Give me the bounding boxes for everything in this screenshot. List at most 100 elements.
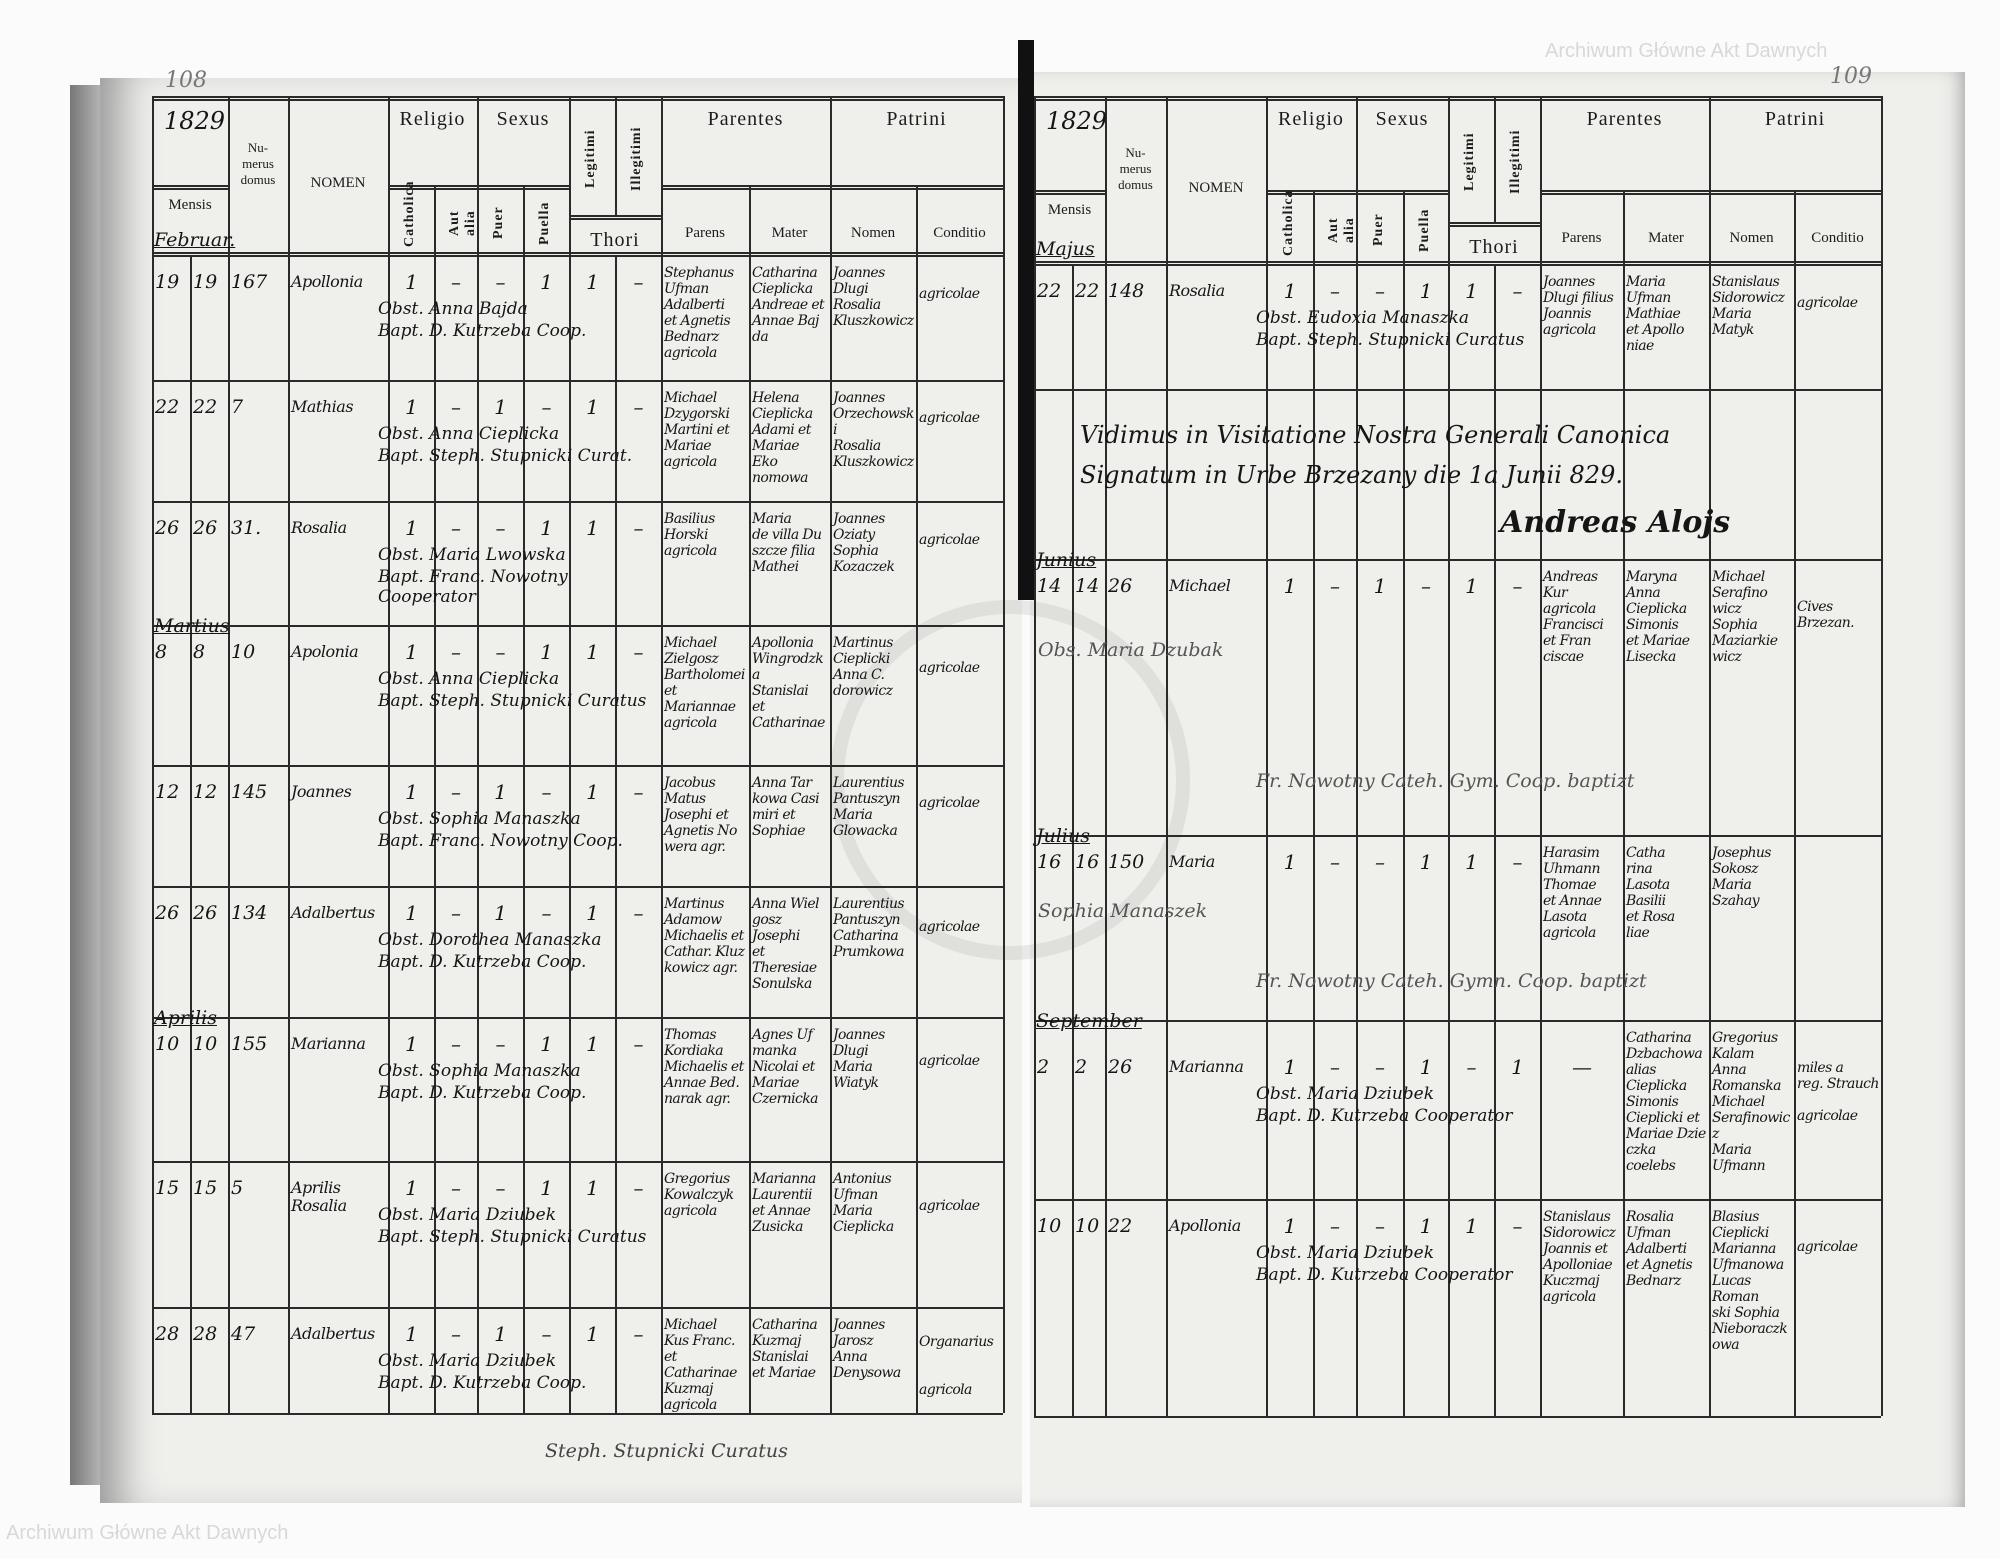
- cell-patrini-nomen: Joannes Dlugi Maria Wiatyk: [833, 1027, 885, 1091]
- header-patrini-nomen: Nomen: [850, 225, 896, 241]
- baptizans-note: Bapt. Steph. Stupnicki Curatus: [1256, 330, 1525, 350]
- cell-puer: 1: [494, 901, 507, 925]
- cell-day-birth: 14: [1037, 575, 1062, 597]
- obstetrix-note: Obst. Anna Cieplicka: [378, 424, 560, 444]
- row-rule: [1034, 1416, 1881, 1418]
- obstetrix-note: Obst. Anna Bajda: [378, 299, 528, 319]
- cell-parens: Thomas Kordiaka Michaelis et Annae Bed. …: [664, 1027, 744, 1107]
- cell-name: Maria: [1169, 852, 1215, 871]
- header-mensis: Mensis: [168, 197, 212, 213]
- cell-day-birth: 8: [155, 641, 168, 663]
- column-rule: [1166, 96, 1168, 1416]
- header-puer: Puer: [491, 206, 506, 240]
- cell-puella: –: [541, 1322, 552, 1346]
- cell-catholica: 1: [405, 1032, 418, 1056]
- cell-aut-alia: –: [451, 1176, 461, 1200]
- row-rule: [152, 380, 1003, 382]
- cell-puella: –: [1421, 574, 1431, 598]
- baptism-notes: Obst. Maria Dziubek Bapt. D. Kutrzeba Coo…: [378, 1351, 655, 1393]
- cell-puer: 1: [494, 1322, 507, 1346]
- column-rule: [1266, 96, 1268, 1416]
- header-parentes: Parentes: [1586, 108, 1663, 130]
- cell-legitimi: 1: [586, 516, 599, 540]
- column-rule: [1794, 190, 1796, 1416]
- book-spine: [1018, 40, 1034, 600]
- cell-illegitimi: –: [633, 516, 644, 540]
- obstetrix-note: Obst. Maria Dziubek: [1256, 1084, 1435, 1104]
- baptism-notes: Obst. Sophia Manaszka Bapt. Franc. Nowotn…: [378, 809, 655, 851]
- cell-catholica: 1: [1283, 1055, 1297, 1079]
- header-parens: Parens: [1561, 230, 1602, 246]
- cell-legitimi: 1: [1465, 574, 1478, 598]
- column-rule: [228, 96, 230, 1413]
- cell-illegitimi: 1: [1511, 1055, 1524, 1079]
- obstetrix-note: Obst. Maria Dziubek: [1256, 1243, 1435, 1263]
- year-label: 1829: [1046, 107, 1108, 135]
- cell-catholica: 1: [405, 901, 418, 925]
- obstetrix-note: Obst. Maria Dziubek: [378, 1205, 557, 1225]
- baptizans-note: Bapt. D. Kutrzeba Coop.: [378, 321, 587, 341]
- baptizans-note: Bapt. Steph. Stupnicki Curat.: [378, 446, 633, 466]
- header-sexus: Sexus: [496, 108, 550, 130]
- header-sexus: Sexus: [1375, 108, 1429, 130]
- cell-illegitimi: –: [1512, 279, 1523, 303]
- column-rule: [190, 255, 192, 1413]
- thori-rule: [1448, 222, 1540, 227]
- header-mater: Mater: [771, 225, 808, 241]
- cell-house: 167: [231, 271, 268, 293]
- row-rule: [152, 1161, 1003, 1163]
- cell-mater: Catharina Cieplicka Andreae et Annae Baj…: [752, 265, 825, 345]
- cell-mater: Helena Cieplicka Adami et Mariae Eko nom…: [752, 390, 813, 486]
- cell-mater: Anna Tar kowa Casi miri et Sophiae: [752, 775, 820, 839]
- baptism-notes: Obst. Maria Dziubek Bapt. D. Kutrzeba Coo…: [1256, 1243, 1534, 1285]
- header-illegitimi: Illegitimi: [1508, 129, 1523, 195]
- table-top-rule: [152, 96, 1003, 101]
- cell-mater: Maryna Anna Cieplicka Simonis et Mariae …: [1626, 569, 1690, 665]
- cell-aut-alia: –: [451, 1032, 461, 1056]
- header-legitimi: Legitimi: [1462, 132, 1477, 192]
- cell-catholica: 1: [405, 516, 418, 540]
- baptism-notes: Obst. Anna Cieplicka Bapt. Steph. Stupnic…: [378, 669, 655, 711]
- baptizans-note: Fr. Nowotny Cateh. Gym. Coop. baptizt: [1256, 770, 1635, 792]
- header-parens: Parens: [685, 225, 725, 241]
- cell-parens: Michael Kus Franc. et Catharinae Kuzmaj …: [664, 1317, 737, 1413]
- cell-mater: Maria de villa Du szcze filia Mathei: [752, 511, 822, 575]
- baptizans-note: Fr. Nowotny Cateh. Gymn. Coop. baptizt: [1256, 970, 1647, 992]
- cell-house: 155: [231, 1033, 268, 1055]
- cell-puella: –: [541, 780, 552, 804]
- cell-illegitimi: –: [1512, 1214, 1523, 1238]
- column-rule: [1072, 264, 1074, 1416]
- cell-mater: Agnes Uf manka Nicolai et Mariae Czernic…: [752, 1027, 818, 1107]
- header-puella: Puella: [1416, 208, 1432, 252]
- cell-day-baptism: 26: [193, 517, 218, 539]
- cell-puer: –: [495, 516, 506, 540]
- cell-parens: Stanislaus Sidorowicz Joannis et Apollon…: [1543, 1209, 1616, 1305]
- cell-aut-alia: –: [1330, 279, 1340, 303]
- cell-mater: Marianna Laurentii et Annae Zusicka: [752, 1171, 816, 1235]
- column-rule: [1403, 190, 1405, 1416]
- cell-house: 26: [1108, 575, 1133, 597]
- cell-parens: Gregorius Kowalczyk agricola: [664, 1171, 734, 1219]
- cell-day-birth: 26: [155, 902, 180, 924]
- cell-conditio: agricolae: [1797, 295, 1858, 312]
- baptism-notes: Obst. Maria Dziubek Bapt. Steph. Stupnick…: [378, 1205, 655, 1247]
- column-rule: [152, 96, 154, 1413]
- cell-parens: Andreas Kur agricola Francisci et Fran c…: [1543, 569, 1604, 665]
- header-numerus-domus: Nu- merus domus: [240, 140, 276, 187]
- baptism-notes: Obst. Maria Dziubek Bapt. D. Kutrzeba Coo…: [1256, 1084, 1534, 1126]
- cell-name: Marianna: [1169, 1057, 1244, 1076]
- cell-legitimi: 1: [1465, 1214, 1478, 1238]
- header-bottom-rule: [152, 252, 1003, 257]
- cell-house: 22: [1108, 1215, 1133, 1237]
- column-rule: [1313, 190, 1315, 1416]
- cell-parens: —: [1572, 1055, 1592, 1079]
- cell-conditio: Organarius agricola: [919, 1333, 994, 1398]
- cell-house: 31.: [231, 517, 262, 539]
- cell-day-baptism: 22: [1075, 280, 1100, 302]
- cell-conditio: agricolae: [919, 286, 980, 303]
- cell-name: Adalbertus: [291, 903, 375, 922]
- cell-house: 134: [231, 902, 268, 924]
- column-rule: [434, 185, 436, 1413]
- cell-catholica: 1: [405, 1176, 418, 1200]
- visitation-line-1: Vidimus in Visitatione Nostra Generali C…: [1080, 421, 1671, 449]
